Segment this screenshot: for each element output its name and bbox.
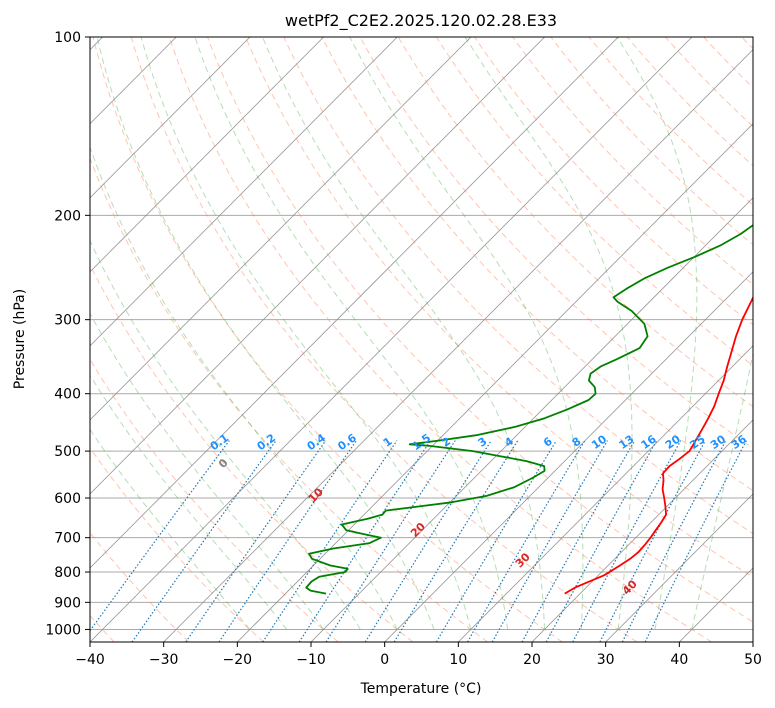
- x-tick-label: −40: [75, 652, 105, 668]
- dry-adiabat-line: [435, 37, 753, 367]
- dry-adiabat-line: [512, 37, 753, 286]
- isotherm-grid: [90, 37, 753, 642]
- isotherm-line: [531, 419, 753, 642]
- isotherm-line: [90, 37, 472, 421]
- mixing-ratio-line: [218, 440, 357, 642]
- moist-adiabat-line: [140, 37, 472, 630]
- y-tick-label: 400: [54, 387, 81, 403]
- x-tick-label: 0: [380, 652, 389, 668]
- chart-title: wetPf2_C2E2.2025.120.02.28.E33: [285, 11, 557, 31]
- isotherm-line: [384, 271, 753, 642]
- isotherm-line: [458, 345, 753, 642]
- y-tick-label: 800: [54, 565, 81, 581]
- dry-adiabat-line: [245, 37, 753, 578]
- mixing-ratio-line: [599, 440, 706, 642]
- isotherm-line: [90, 37, 545, 495]
- isotherm-line: [90, 37, 324, 273]
- y-tick-label: 200: [54, 208, 81, 224]
- plot-area: 0.10.20.40.611.52346810131620253036-100-…: [90, 37, 753, 642]
- dry-adiabat-line: [90, 263, 414, 642]
- dry-adiabat-line: [283, 37, 753, 535]
- isotherm-line: [237, 123, 753, 642]
- isotherm-line: [90, 37, 251, 199]
- mixing-ratio-line: [393, 440, 519, 642]
- mixing-ratio-line: [545, 440, 658, 642]
- temperature-line: [564, 295, 753, 595]
- y-tick-label: 300: [54, 313, 81, 329]
- mixing-ratio-line: [185, 440, 327, 642]
- mixing-ratio-line: [572, 440, 682, 642]
- profiles: [305, 224, 753, 595]
- mixing-ratio-lines: [90, 440, 747, 642]
- dewpoint-line: [305, 224, 753, 595]
- mixing-ratio-line: [466, 440, 586, 642]
- x-tick-label: −10: [296, 652, 326, 668]
- y-axis: 100 200 300 400 500 600 700 800 900 1000: [45, 30, 90, 638]
- isotherm-line: [163, 49, 753, 642]
- isotherm-line: [90, 37, 693, 642]
- moist-adiabat-line: [349, 37, 584, 630]
- y-tick-label: 1000: [45, 622, 81, 638]
- mixing-ratio-line: [325, 440, 456, 642]
- dry-adiabat-line: [474, 37, 753, 326]
- x-tick-label: −30: [149, 652, 179, 668]
- isotherm-line: [90, 37, 398, 347]
- moist-adiabat-line: [90, 428, 251, 630]
- mixing-ratio-line: [435, 440, 557, 642]
- moist-adiabat-line: [96, 37, 435, 630]
- moist-adiabats: [90, 37, 753, 630]
- moist-adiabat-line: [90, 239, 361, 630]
- y-axis-label: Pressure (hPa): [12, 289, 28, 389]
- y-tick-label: 900: [54, 595, 81, 611]
- x-tick-label: −20: [223, 652, 253, 668]
- x-tick-label: 30: [597, 652, 615, 668]
- moist-adiabat-line: [691, 351, 753, 630]
- dry-adiabat-line: [90, 447, 264, 642]
- x-tick-label: 20: [523, 652, 541, 668]
- dry-adiabat-line: [168, 37, 712, 642]
- dry-adiabat-line: [130, 37, 638, 642]
- dry-adiabat-line: [92, 37, 563, 642]
- y-tick-label: 700: [54, 531, 81, 547]
- mixing-ratio-line: [131, 440, 277, 642]
- y-tick-label: 100: [54, 30, 81, 46]
- plot-frame: [89, 36, 754, 643]
- x-tick-label: 10: [449, 652, 467, 668]
- moist-adiabat-line: [464, 37, 633, 630]
- moist-adiabat-line: [90, 374, 288, 630]
- isotherm-line: [90, 37, 619, 569]
- x-axis-label: Temperature (°C): [360, 681, 482, 697]
- moist-adiabat-line: [194, 37, 509, 630]
- dry-adiabat-line: [207, 37, 753, 623]
- isotherm-line: [310, 197, 753, 642]
- mixing-ratio-line: [364, 440, 492, 642]
- moist-adiabat-line: [90, 312, 324, 630]
- mixing-ratio-line: [298, 440, 431, 642]
- mixing-ratio-line: [621, 440, 727, 642]
- y-tick-label: 500: [54, 444, 81, 460]
- moist-adiabat-line: [616, 37, 698, 630]
- dry-adiabat-line: [321, 37, 753, 492]
- mixing-ratio-line: [262, 440, 398, 642]
- isotherm-line: [605, 493, 753, 642]
- x-tick-label: 50: [744, 652, 762, 668]
- isobar-grid: [90, 37, 753, 630]
- moist-adiabat-line: [262, 37, 545, 630]
- y-tick-label: 600: [54, 491, 81, 507]
- x-tick-label: 40: [670, 652, 688, 668]
- x-axis: −40 −30 −20 −10 0 10 20 30 40 50: [75, 642, 762, 668]
